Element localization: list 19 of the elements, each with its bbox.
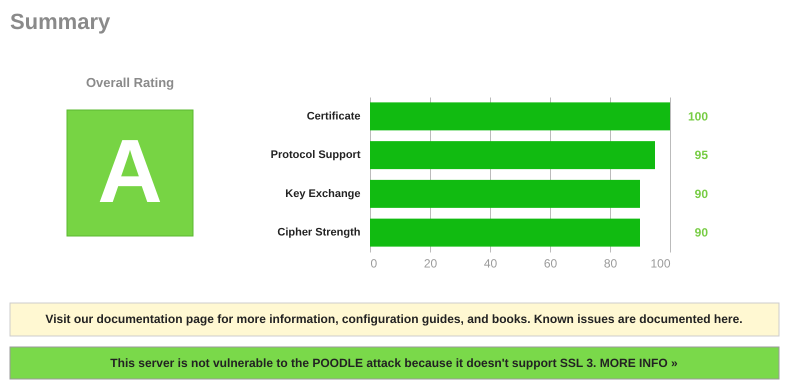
data-label: 90	[694, 226, 708, 240]
text: A	[98, 122, 162, 222]
y-tick-label: Certificate	[306, 110, 360, 122]
data-label: 100	[688, 109, 708, 124]
data-label: 95	[694, 148, 708, 162]
x-tick-label: 40	[484, 256, 498, 270]
x-tick-label: 80	[604, 256, 618, 270]
text: Summary	[10, 9, 112, 34]
text: Overall Rating	[86, 75, 174, 90]
x-tick-label: 0	[370, 256, 378, 270]
text: Visit our documentation page for more information, configuration guides, and books. Known issues are documented here.	[45, 312, 743, 326]
x-tick-label: 60	[544, 256, 558, 270]
y-tick-label: Key Exchange	[285, 188, 360, 200]
y-tick-label: Protocol Support	[270, 149, 361, 162]
data-label: 90	[694, 186, 708, 201]
x-tick-label: 100	[650, 256, 671, 270]
text: This server is not vulnerable to the POODLE attack because it doesn't support SSL 3. MORE INFO »	[110, 356, 678, 370]
x-tick-label: 20	[424, 256, 438, 270]
y-tick-label: Cipher Strength	[277, 226, 361, 239]
